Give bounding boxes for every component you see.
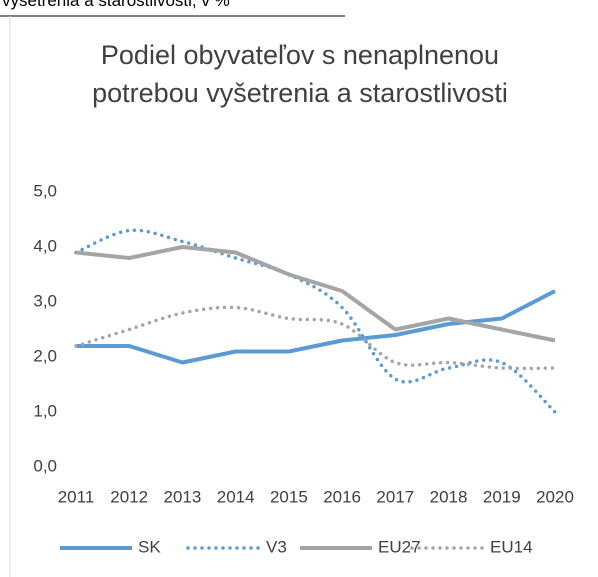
x-tick-label: 2020 xyxy=(536,487,574,506)
series-line xyxy=(76,289,556,365)
y-tick-label: 3,0 xyxy=(33,291,57,310)
x-tick-label: 2014 xyxy=(217,487,255,506)
legend-label: EU27 xyxy=(378,537,421,556)
x-tick-label: 2011 xyxy=(58,487,95,506)
y-tick-label: 1,0 xyxy=(33,401,57,420)
series-line xyxy=(75,245,556,343)
legend-label: V3 xyxy=(266,537,287,556)
x-tick-label: 2012 xyxy=(110,487,148,506)
legend-label: EU14 xyxy=(490,537,533,556)
x-tick-label: 2017 xyxy=(376,487,414,506)
x-tick-label: 2018 xyxy=(430,487,468,506)
legend-label: SK xyxy=(138,537,161,556)
y-tick-label: 4,0 xyxy=(33,236,57,255)
caption: vyšetrenia a starostlivosti, v % xyxy=(2,0,230,10)
y-tick-label: 5,0 xyxy=(33,181,57,200)
x-tick-label: 2016 xyxy=(323,487,361,506)
y-tick-label: 2,0 xyxy=(33,346,57,365)
x-tick-label: 2013 xyxy=(164,487,202,506)
x-tick-label: 2019 xyxy=(483,487,521,506)
x-tick-label: 2015 xyxy=(270,487,308,506)
series-line xyxy=(74,228,557,414)
y-tick-label: 0,0 xyxy=(33,456,57,475)
chart-title: Podiel obyvateľov s nenaplnenou potrebou… xyxy=(92,40,508,108)
series-line xyxy=(74,305,557,371)
